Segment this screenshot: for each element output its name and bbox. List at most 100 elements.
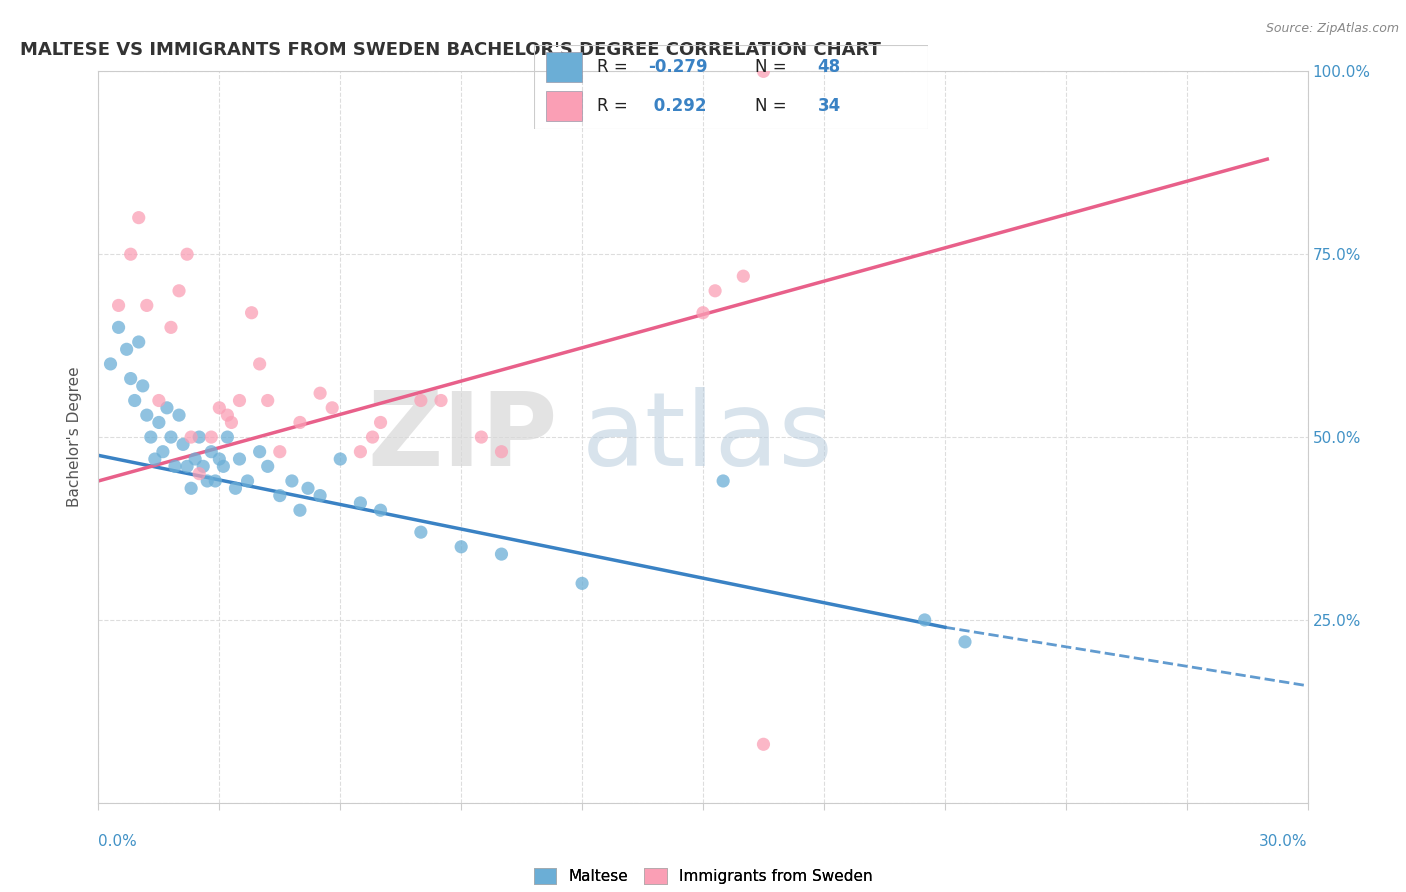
- Point: [309, 489, 332, 503]
- Point: [156, 401, 179, 415]
- Point: [148, 393, 170, 408]
- Point: [167, 408, 190, 422]
- Text: 0.0%: 0.0%: [98, 834, 138, 849]
- Point: [148, 416, 170, 430]
- Text: 34: 34: [818, 96, 841, 114]
- Point: [107, 298, 129, 312]
- Point: [195, 474, 218, 488]
- Text: N =: N =: [755, 59, 792, 77]
- Point: [132, 379, 155, 393]
- Point: [236, 474, 259, 488]
- Point: [135, 408, 157, 422]
- Point: [176, 247, 198, 261]
- Point: [188, 467, 211, 481]
- Text: N =: N =: [755, 96, 792, 114]
- Point: [752, 64, 775, 78]
- Point: [124, 393, 146, 408]
- Point: [361, 430, 384, 444]
- Text: R =: R =: [598, 96, 633, 114]
- Point: [288, 416, 311, 430]
- Point: [240, 306, 263, 320]
- Point: [349, 496, 371, 510]
- Point: [224, 481, 246, 495]
- Point: [329, 452, 352, 467]
- Text: 30.0%: 30.0%: [1260, 834, 1308, 849]
- Point: [200, 430, 222, 444]
- Point: [204, 474, 226, 488]
- Point: [217, 430, 239, 444]
- Point: [281, 474, 304, 488]
- Point: [212, 459, 235, 474]
- Text: atlas: atlas: [582, 386, 834, 488]
- Point: [152, 444, 174, 458]
- Text: MALTESE VS IMMIGRANTS FROM SWEDEN BACHELOR'S DEGREE CORRELATION CHART: MALTESE VS IMMIGRANTS FROM SWEDEN BACHEL…: [20, 41, 880, 59]
- Point: [160, 430, 183, 444]
- Point: [733, 269, 755, 284]
- Point: [180, 481, 202, 495]
- Point: [167, 284, 190, 298]
- Point: [370, 416, 392, 430]
- Point: [176, 459, 198, 474]
- Point: [228, 393, 250, 408]
- Point: [297, 481, 319, 495]
- Point: [953, 635, 976, 649]
- Point: [491, 547, 513, 561]
- Legend: Maltese, Immigrants from Sweden: Maltese, Immigrants from Sweden: [527, 862, 879, 890]
- Point: [288, 503, 311, 517]
- Point: [430, 393, 453, 408]
- Point: [184, 452, 207, 467]
- Point: [249, 357, 271, 371]
- FancyBboxPatch shape: [546, 91, 582, 120]
- Point: [491, 444, 513, 458]
- Point: [128, 211, 150, 225]
- Text: R =: R =: [598, 59, 633, 77]
- Point: [269, 489, 291, 503]
- Text: 0.292: 0.292: [648, 96, 707, 114]
- Point: [409, 393, 432, 408]
- Point: [200, 444, 222, 458]
- Point: [120, 371, 142, 385]
- Text: Source: ZipAtlas.com: Source: ZipAtlas.com: [1265, 22, 1399, 36]
- Point: [309, 386, 332, 401]
- Text: ZIP: ZIP: [367, 386, 558, 488]
- Point: [256, 459, 278, 474]
- Text: 48: 48: [818, 59, 841, 77]
- Point: [139, 430, 162, 444]
- Point: [249, 444, 271, 458]
- Point: [180, 430, 202, 444]
- Point: [321, 401, 343, 415]
- Point: [752, 737, 775, 751]
- Text: -0.279: -0.279: [648, 59, 709, 77]
- Y-axis label: Bachelor's Degree: Bachelor's Degree: [67, 367, 83, 508]
- Point: [100, 357, 122, 371]
- Point: [172, 437, 194, 451]
- Point: [120, 247, 142, 261]
- Point: [470, 430, 492, 444]
- Point: [217, 408, 239, 422]
- Point: [228, 452, 250, 467]
- Point: [450, 540, 472, 554]
- Point: [143, 452, 166, 467]
- Point: [115, 343, 138, 357]
- Point: [135, 298, 157, 312]
- Point: [704, 284, 727, 298]
- Point: [188, 430, 211, 444]
- Point: [349, 444, 371, 458]
- Point: [208, 452, 231, 467]
- Point: [571, 576, 593, 591]
- Point: [160, 320, 183, 334]
- Point: [269, 444, 291, 458]
- Point: [409, 525, 432, 540]
- FancyBboxPatch shape: [546, 53, 582, 82]
- Point: [107, 320, 129, 334]
- Point: [256, 393, 278, 408]
- Point: [692, 306, 714, 320]
- Point: [128, 334, 150, 349]
- Point: [208, 401, 231, 415]
- Point: [163, 459, 186, 474]
- Point: [193, 459, 215, 474]
- Point: [914, 613, 936, 627]
- Point: [711, 474, 734, 488]
- Point: [221, 416, 243, 430]
- Point: [370, 503, 392, 517]
